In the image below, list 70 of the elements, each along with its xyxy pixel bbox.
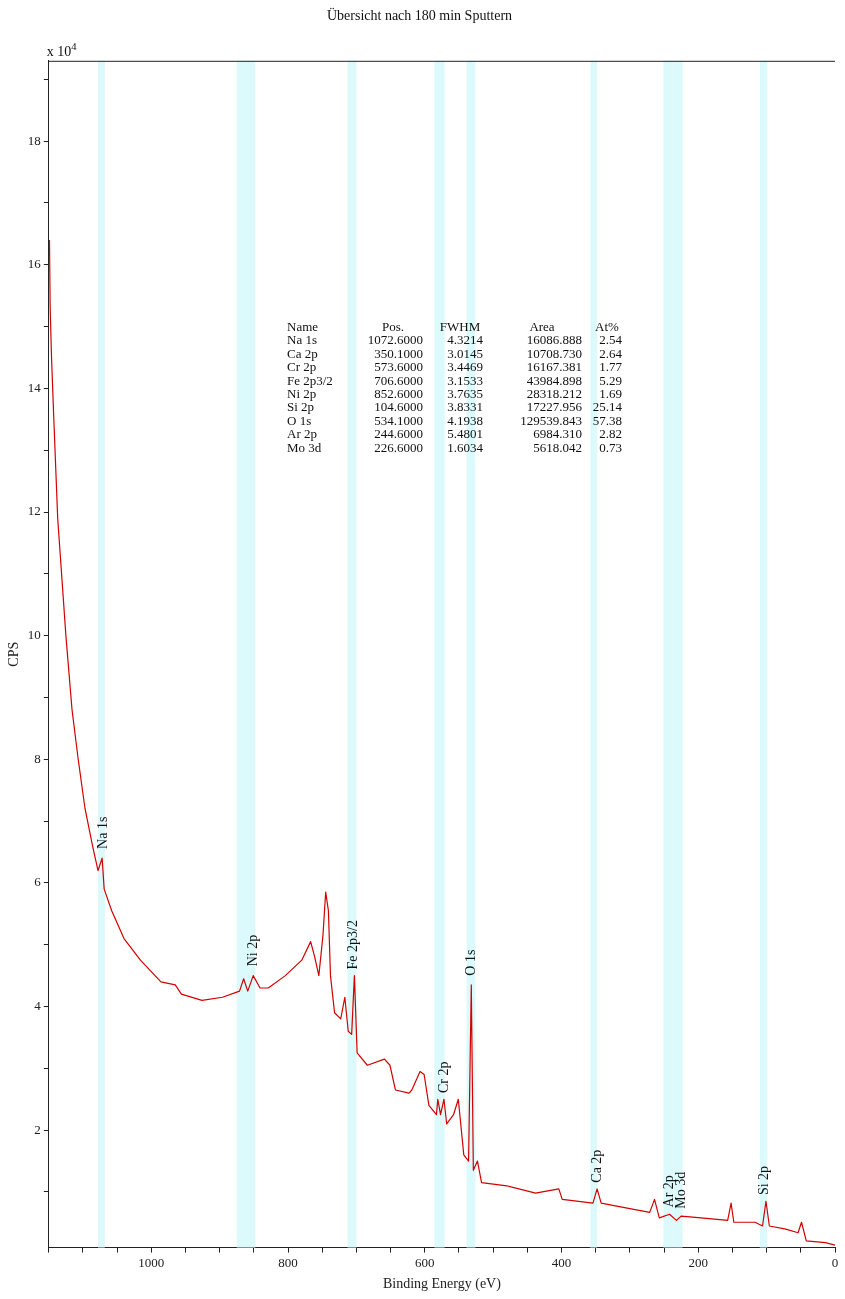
y-tick-label: 12 [27, 503, 41, 519]
annotation: Cr 2p [435, 1061, 451, 1094]
y-axis-title: CPS [6, 641, 22, 667]
annotation: 1.69 [599, 386, 622, 401]
annotation: 852.6000 [374, 386, 423, 401]
annotation: Name [287, 319, 319, 334]
annotation: 5.29 [599, 372, 622, 388]
annotation: Fe 2p3/2 [344, 920, 360, 970]
annotation: 3.0145 [447, 345, 483, 361]
annotation: 104.6000 [374, 399, 423, 415]
annotation: Ca 2p [287, 345, 318, 361]
annotation: 3.8331 [447, 399, 483, 415]
annotation: 4.3214 [447, 332, 484, 348]
x-tick-label: 800 [278, 1254, 298, 1270]
annotation: Ar 2p [287, 426, 317, 442]
annotation: Pos. [381, 319, 405, 334]
y-tick-label: 2 [34, 1121, 41, 1137]
annotation: FWHM [439, 319, 481, 334]
annotation: 43984.898 [526, 372, 582, 388]
annotation: 2.82 [599, 426, 622, 442]
annotation: Ar 2p [660, 1175, 676, 1208]
annotation: 706.6000 [374, 372, 423, 388]
annotation: Ca 2p [588, 1149, 604, 1183]
y-tick-label: 6 [34, 874, 42, 890]
annotation: 17227.956 [526, 399, 583, 415]
annotation: Si 2p [756, 1165, 772, 1196]
annotation: Na 1s [94, 816, 110, 849]
annotation: 3.4469 [447, 359, 483, 375]
x-tick-label: 400 [551, 1254, 572, 1270]
annotation: 25.14 [592, 399, 623, 415]
annotation: 28318.212 [526, 386, 582, 401]
y-tick-label: 4 [34, 997, 42, 1013]
x-tick-label: 200 [688, 1254, 709, 1270]
x-tick-label: 600 [415, 1254, 435, 1270]
y-tick-label: 16 [27, 256, 42, 272]
annotation: At% [595, 319, 620, 334]
annotation: 2.54 [599, 332, 623, 348]
annotation: 226.6000 [374, 439, 423, 455]
annotation: 129539.843 [520, 412, 582, 428]
annotation: 1.6034 [447, 439, 484, 455]
annotation: 350.1000 [374, 345, 423, 361]
annotation: Area [529, 319, 555, 334]
annotation: 3.1533 [447, 372, 483, 388]
annotation: 1.77 [599, 359, 623, 375]
annotation: 16167.381 [526, 359, 582, 375]
annotation: 16086.888 [526, 332, 582, 348]
annotation: Ni 2p [245, 934, 261, 967]
annotation: 5.4801 [447, 426, 483, 442]
annotation: 1072.6000 [367, 332, 423, 348]
x-tick-label: 1000 [138, 1254, 165, 1270]
annotation: 5618.042 [533, 439, 582, 455]
annotation: 2.64 [599, 345, 623, 361]
x-axis-title: Binding Energy (eV) [382, 1276, 502, 1293]
annotation: 57.38 [592, 412, 622, 428]
y-tick-label: 18 [27, 132, 41, 148]
x-tick-label: 0 [831, 1254, 839, 1270]
y-tick-label: 8 [34, 750, 41, 766]
annotation: 534.1000 [374, 412, 423, 428]
y-tick-label: 14 [27, 379, 42, 395]
annotation: 10708.730 [526, 345, 582, 361]
y-tick-label: 10 [27, 627, 41, 643]
annotation: 4.1938 [447, 412, 483, 428]
annotation: 573.6000 [374, 359, 423, 375]
chart-title: Übersicht nach 180 min Sputtern [326, 7, 513, 24]
annotation: 244.6000 [374, 426, 423, 442]
annotation: O 1s [462, 949, 478, 976]
annotation: 3.7635 [447, 386, 483, 401]
annotation: Na 1s [287, 332, 317, 348]
annotation: 6984.310 [533, 426, 582, 442]
annotation: 0.73 [599, 439, 622, 455]
